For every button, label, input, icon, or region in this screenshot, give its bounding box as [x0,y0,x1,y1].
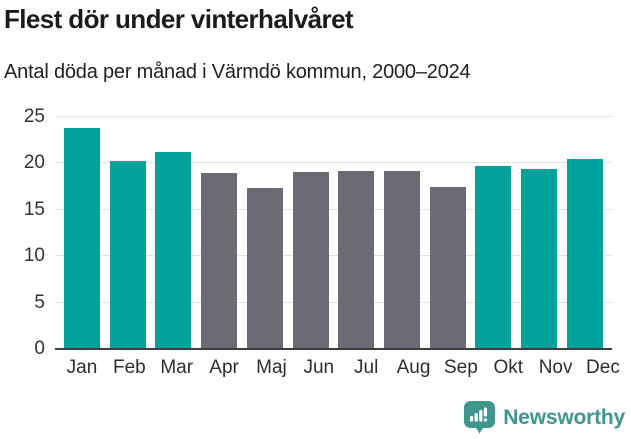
bar-maj [246,187,283,349]
plot-area [55,116,612,350]
y-tick-label: 25 [23,106,45,127]
bar-dec [566,158,603,349]
x-axis-line [55,347,612,350]
bar-mar [155,152,192,349]
gridline [55,301,612,303]
bar-jan [64,128,100,349]
chart-title: Flest dör under vinterhalvåret [4,4,354,34]
gridline [55,208,612,210]
bar-nov [521,168,558,349]
bar-sep [429,186,466,349]
x-tick-label: Sep [443,357,478,378]
gridline [55,162,612,164]
x-tick-label: Maj [256,357,287,378]
x-tick-label: Nov [538,357,573,378]
y-tick-label: 10 [23,245,45,267]
y-axis: 0 5 10 15 20 25 [0,106,45,359]
bar-apr [201,172,238,349]
chart-subtitle: Antal döda per månad i Värmdö kommun, 20… [4,61,471,83]
bar-feb [109,160,146,349]
bar-aug [384,170,421,349]
x-tick-label: Apr [209,357,239,378]
x-tick-label: Mar [160,357,194,378]
x-tick-label: Jun [303,357,335,378]
bar-jun [292,171,329,349]
x-tick-label: Aug [396,357,431,378]
x-tick-label: Jul [354,357,379,378]
newsworthy-logo: Newsworthy [463,400,625,435]
gridline [55,116,612,117]
x-tick-label: Jan [66,357,98,378]
bars-row [55,117,612,349]
y-tick-label: 15 [23,198,45,220]
x-tick-label: Feb [112,357,146,378]
x-tick-label: Dec [586,357,620,378]
y-tick-label: 5 [34,291,45,313]
gridline [55,255,612,257]
y-tick-label: 0 [34,338,45,359]
x-axis: Jan Feb Mar Apr Maj Jun Jul Aug Sep Okt Nov Dec [55,357,630,379]
x-tick-label: Okt [493,357,524,378]
y-tick-label: 20 [23,152,45,174]
bar-jul [338,170,375,349]
bar-okt [475,166,512,349]
newsworthy-logo-text: Newsworthy [503,405,625,429]
speech-bubble-bar-chart-icon [463,400,496,435]
